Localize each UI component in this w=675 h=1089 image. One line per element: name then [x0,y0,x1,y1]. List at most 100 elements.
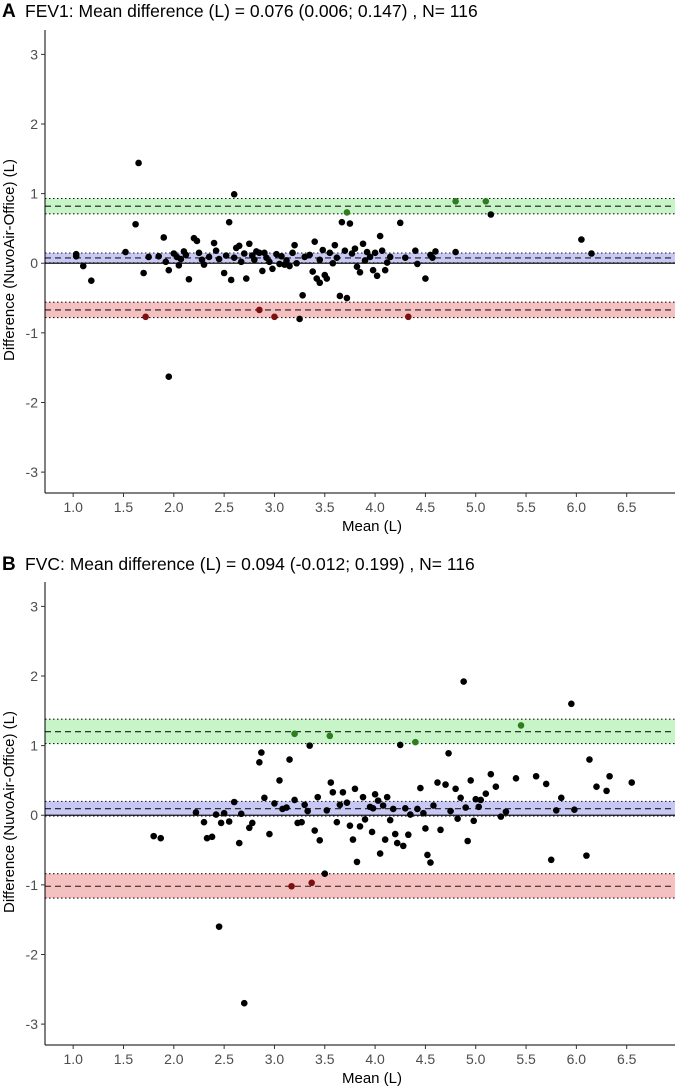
y-tick-label: 1 [30,186,38,202]
data-point [502,808,510,816]
x-tick-label: 4.0 [365,499,385,515]
data-point [341,247,349,255]
data-point [235,839,243,847]
x-tick-label: 3.5 [315,499,335,515]
data-point [452,785,459,793]
data-point [401,804,409,812]
data-point [165,266,173,274]
panel-b-x-axis-title: Mean (L) [342,1070,402,1087]
x-tick-label: 4.5 [416,499,436,515]
data-point [353,263,361,271]
data-point [276,260,283,268]
data-point [245,824,253,832]
data-point [346,220,354,227]
data-point [348,250,356,257]
data-point [434,779,441,786]
data-point [356,268,364,276]
data-point [361,816,369,823]
data-point [482,197,490,205]
data-point [393,839,401,847]
data-point [359,240,367,248]
data-point [87,277,95,284]
data-point [351,245,359,252]
data-point [185,275,193,283]
data-point [396,741,404,749]
data-point [276,777,283,784]
panel-a-x-axis-title: Mean (L) [342,518,402,535]
data-point [412,247,419,255]
data-point [256,306,263,314]
data-point [145,253,152,261]
x-tick-label: 6.5 [617,499,637,515]
x-tick-label: 2.5 [214,499,234,515]
data-point [389,805,397,813]
data-point [383,259,391,266]
x-tick-label: 4.0 [365,1051,385,1067]
data-point [298,818,305,826]
data-point [259,267,266,275]
x-tick-label: 2.5 [214,1051,234,1067]
data-point [237,810,245,818]
data-point [220,809,228,817]
data-point [374,797,382,804]
data-point [336,801,344,809]
x-tick-label: 1.0 [63,1051,83,1067]
data-point [379,802,387,809]
y-tick-label: 2 [30,116,38,132]
data-point [606,772,613,780]
data-point [343,799,351,807]
panel-a-y-axis-title: Difference (NuvoAir-Office) (L) [1,159,18,361]
data-point [333,818,341,826]
data-point [571,806,578,813]
data-point [182,251,190,259]
data-point [363,248,371,256]
data-point [155,252,163,260]
data-point [383,793,391,801]
data-point [470,817,478,825]
data-point [235,242,243,250]
data-point [165,373,173,381]
data-point [321,870,329,878]
data-point [349,836,357,843]
data-point [432,248,439,255]
data-point [293,259,300,267]
data-point [422,825,429,832]
panel-a: A FEV1: Mean difference (L) = 0.076 (0.0… [1,1,675,535]
data-point [256,759,263,766]
data-point [175,262,183,269]
x-tick-label: 5.0 [466,1051,486,1067]
data-point [351,785,359,793]
x-tick-label: 5.0 [466,499,486,515]
x-tick-label: 5.5 [516,1051,536,1067]
data-point [72,252,80,260]
y-tick-label: 3 [30,598,38,614]
data-point [381,836,389,843]
data-point [487,211,495,218]
data-point [445,749,452,757]
data-point [266,830,273,838]
data-point [368,828,376,836]
data-point [225,818,233,825]
data-point [405,313,412,321]
data-point [319,246,327,254]
data-point [291,730,298,738]
data-point [203,834,211,842]
y-tick-label: -1 [26,877,39,893]
data-point [517,722,525,729]
data-point [346,822,354,829]
data-point [588,250,595,257]
data-point [230,798,238,806]
data-point [273,250,280,258]
data-point [230,254,238,261]
data-point [296,315,303,323]
data-point [414,260,421,268]
x-tick-label: 2.0 [164,499,184,515]
data-point [306,251,313,259]
data-point [217,819,225,827]
data-point [316,837,324,844]
data-point [552,807,560,814]
x-tick-label: 3.5 [315,1051,335,1067]
y-tick-label: -2 [26,946,39,962]
data-point [200,261,208,268]
